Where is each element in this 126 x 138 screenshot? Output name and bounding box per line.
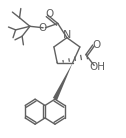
- Text: N: N: [63, 30, 72, 40]
- Text: OH: OH: [89, 62, 105, 72]
- Polygon shape: [53, 63, 73, 100]
- Text: O: O: [39, 23, 47, 33]
- Text: O: O: [46, 9, 54, 18]
- Text: O: O: [93, 39, 101, 50]
